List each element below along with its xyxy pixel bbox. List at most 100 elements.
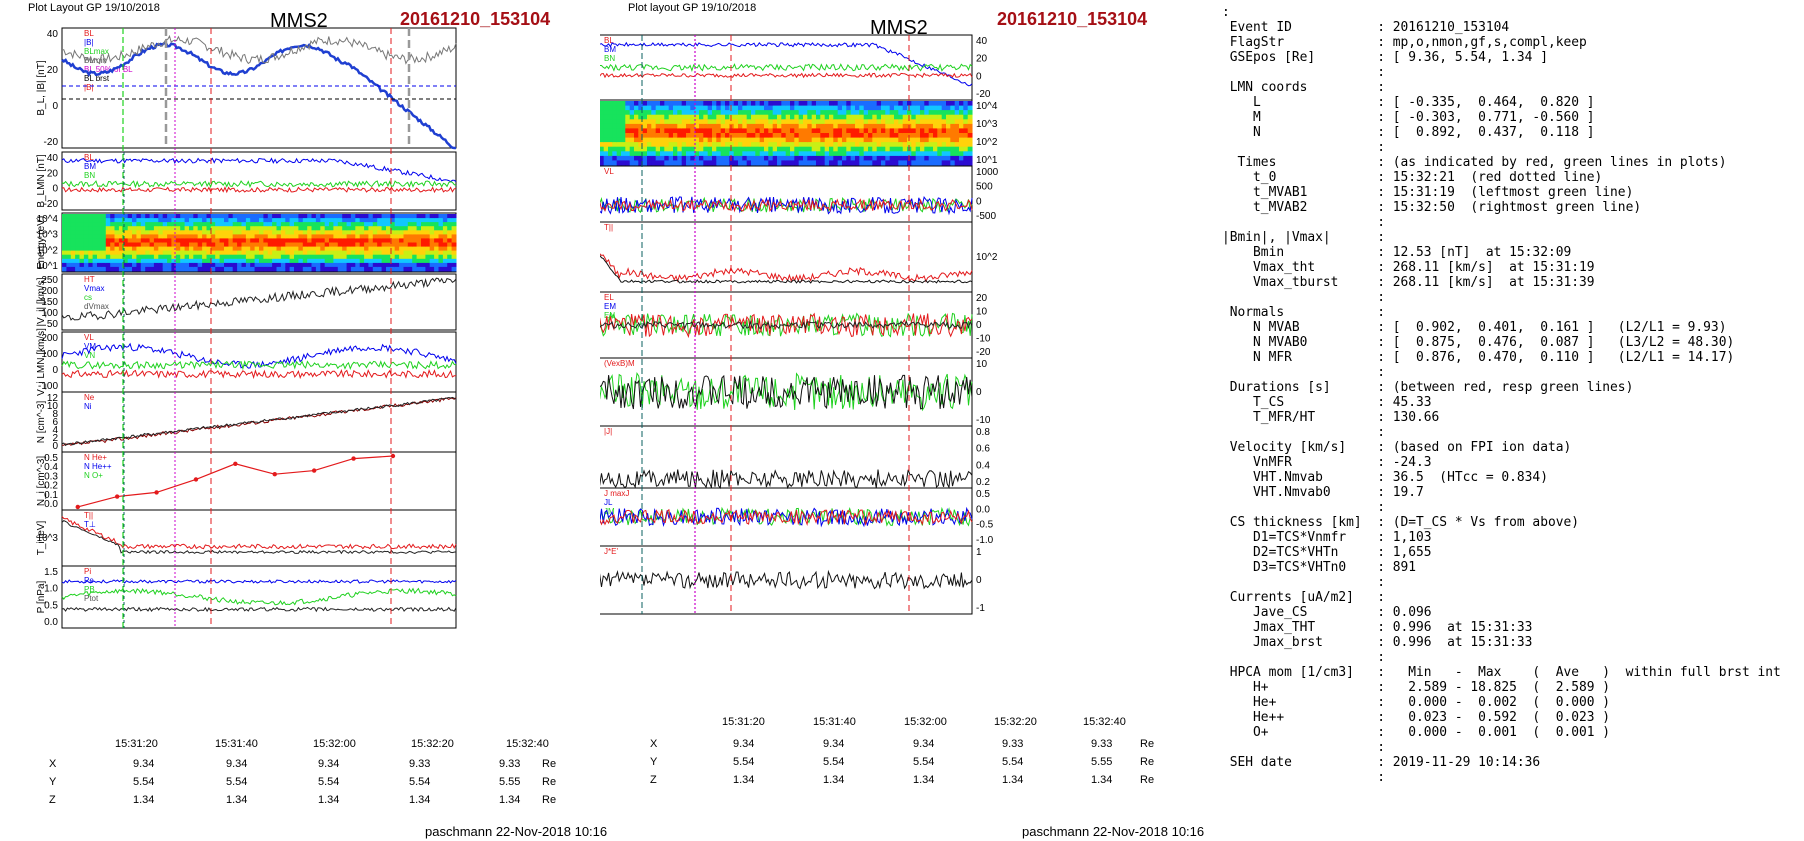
- summary-line-0: :: [1222, 5, 1230, 20]
- summary-line-31: VHT.Nmvab : 36.5 (HTcc = 0.834): [1222, 470, 1548, 485]
- left-ylabel-3: |V_i| [km/s]: [36, 277, 47, 326]
- middle-coord-z-4: 1.34: [1091, 774, 1113, 786]
- middle-legend-0-1: BM: [604, 45, 616, 54]
- left-coord-x-3: 9.33: [409, 758, 431, 770]
- middle-coord-label-z: Z: [650, 774, 657, 786]
- left-ytick-8-2: 0.5: [44, 600, 58, 611]
- left-xtick-2: 15:32:00: [313, 738, 356, 750]
- summary-line-49: :: [1222, 740, 1385, 755]
- middle-ytick-1-2: 10^2: [976, 137, 998, 148]
- left-legend-3-2: cs: [84, 293, 92, 302]
- left-header: Plot Layout GP 19/10/2018: [28, 2, 160, 14]
- left-panel-8: [61, 565, 457, 629]
- middle-coord-x-3: 9.33: [1002, 738, 1024, 750]
- left-bn-lmn: [61, 186, 457, 194]
- middle-bn-trace: [600, 72, 973, 79]
- middle-coord-y-1: 5.54: [823, 756, 845, 768]
- middle-coord-x-2: 9.34: [913, 738, 935, 750]
- middle-j-trace: [600, 469, 973, 490]
- summary-line-4: :: [1222, 65, 1385, 80]
- left-ytick-4-0: 200: [41, 333, 58, 344]
- middle-coord-z-3: 1.34: [1002, 774, 1024, 786]
- middle-coord-label-y: Y: [650, 756, 658, 768]
- left-legend-6-1: N He++: [84, 462, 112, 471]
- left-nhe-point: [114, 494, 120, 499]
- summary-line-24: :: [1222, 365, 1385, 380]
- left-vl-trace: [61, 342, 457, 369]
- left-coord-unit-z: Re: [542, 794, 557, 806]
- left-coord-y-0: 5.54: [133, 776, 155, 788]
- left-ytick-0-1: 20: [47, 65, 59, 76]
- summary-line-5: LMN coords :: [1222, 80, 1385, 95]
- left-legend-1-2: BN: [84, 171, 95, 180]
- left-coord-z-0: 1.34: [133, 794, 155, 806]
- summary-line-28: :: [1222, 425, 1385, 440]
- left-ytick-6-4: 0.1: [44, 490, 58, 501]
- left-coord-label-z: Z: [49, 794, 56, 806]
- middle-ytick-4-3: -10: [976, 334, 991, 345]
- left-ytick-6-3: 0.2: [44, 481, 58, 492]
- summary-line-39: Currents [uA/m2] :: [1222, 590, 1385, 605]
- left-legend-0-2: BLmax: [84, 47, 109, 56]
- middle-em-green: [600, 372, 973, 412]
- middle-legend-7-1: JL: [604, 498, 613, 507]
- left-legend-4-2: VN: [84, 351, 95, 360]
- left-pb-trace: [61, 587, 457, 606]
- summary-line-35: D1=TCS*Vnmfr : 1,103: [1222, 530, 1432, 545]
- summary-line-11: t_0 : 15:32:21 (red dotted line): [1222, 170, 1603, 185]
- middle-te-red: [600, 252, 973, 283]
- summary-line-3: GSEpos [Re] : [ 9.36, 5.54, 1.34 ]: [1222, 50, 1548, 65]
- left-legend-5-1: Ni: [84, 402, 92, 411]
- summary-line-36: D2=TCS*VHTn : 1,655: [1222, 545, 1432, 560]
- middle-ytick-4-1: 10: [976, 307, 988, 318]
- middle-ytick-1-0: 10^4: [976, 101, 998, 112]
- summary-line-43: :: [1222, 650, 1385, 665]
- summary-line-30: VnMFR : -24.3: [1222, 455, 1432, 470]
- left-coord-z-1: 1.34: [226, 794, 248, 806]
- left-ne-trace: [62, 397, 457, 447]
- middle-te-black: [600, 254, 973, 284]
- left-legend-1-1: BM: [84, 162, 96, 171]
- event-summary-text: : Event ID : 20161210_153104 FlagStr : m…: [1222, 5, 1781, 785]
- left-legend-0-1: |B|: [84, 38, 94, 47]
- summary-line-1: Event ID : 20161210_153104: [1222, 20, 1510, 35]
- left-ytick-2-0: 10^4: [37, 214, 59, 225]
- left-ytick-6-1: 0.4: [44, 462, 58, 473]
- left-nhe-point: [154, 490, 159, 495]
- left-panel-7: [61, 509, 457, 567]
- middle-coord-y-3: 5.54: [1002, 756, 1024, 768]
- left-coord-y-4: 5.55: [499, 776, 521, 788]
- summary-line-16: Bmin : 12.53 [nT] at 15:32:09: [1222, 245, 1572, 260]
- middle-coord-x-4: 9.33: [1091, 738, 1113, 750]
- summary-line-37: D3=TCS*VHTn0 : 891: [1222, 560, 1417, 575]
- middle-e-red: [600, 312, 973, 339]
- left-bl-trace: [61, 41, 456, 150]
- middle-xtick-2: 15:32:00: [904, 716, 947, 728]
- left-legend-8-3: Ptot: [84, 594, 99, 603]
- left-ytick-5-2: 8: [52, 409, 58, 420]
- left-coord-x-4: 9.33: [499, 758, 521, 770]
- left-ytick-6-2: 0.3: [44, 471, 58, 482]
- left-ytick-5-5: 2: [52, 433, 58, 444]
- left-coord-unit-x: Re: [542, 758, 557, 770]
- left-ylabel-1: B_LMN [nT]: [36, 154, 47, 208]
- middle-ytick-2-0: 1000: [976, 167, 999, 178]
- summary-line-19: :: [1222, 290, 1385, 305]
- summary-line-6: L : [ -0.335, 0.464, 0.820 ]: [1222, 95, 1595, 110]
- middle-ve-red: [600, 198, 973, 213]
- left-ytick-8-0: 1.5: [44, 567, 58, 578]
- summary-line-45: H+ : 2.589 - 18.825 ( 2.589 ): [1222, 680, 1611, 695]
- left-coord-x-0: 9.34: [133, 758, 155, 770]
- left-legend-0-3: BLmin: [84, 56, 107, 65]
- left-nhe-point: [193, 477, 199, 482]
- left-panel-3: [61, 273, 457, 331]
- left-ytick-3-1: 200: [41, 286, 58, 297]
- left-title: MMS2: [270, 10, 328, 32]
- left-coord-z-2: 1.34: [318, 794, 340, 806]
- left-panel-0: [61, 27, 457, 149]
- summary-line-50: SEH date : 2019-11-29 10:14:36: [1222, 755, 1541, 770]
- middle-panel-3: [600, 221, 973, 293]
- left-ytick-3-4: 50: [47, 319, 59, 330]
- middle-xtick-0: 15:31:20: [722, 716, 765, 728]
